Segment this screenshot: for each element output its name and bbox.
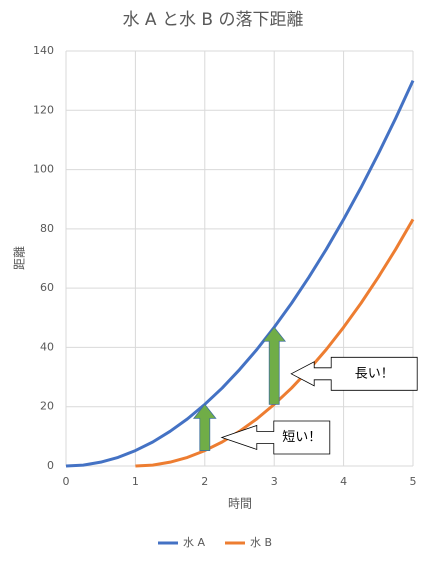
y-tick-label: 40: [40, 340, 54, 353]
callout-text: 短い！: [282, 430, 321, 445]
y-tick-label: 60: [40, 281, 54, 294]
y-tick-label: 0: [47, 459, 54, 472]
x-tick-label: 1: [132, 475, 139, 488]
series-line: [65, 80, 415, 468]
y-tick-label: 140: [33, 44, 54, 57]
x-axis-title: 時間: [228, 497, 252, 511]
x-tick-label: 3: [271, 475, 278, 488]
y-tick-label: 120: [33, 103, 54, 116]
x-tick-label: 2: [201, 475, 208, 488]
callout-text: 長い！: [355, 366, 394, 381]
legend-label: 水 A: [183, 536, 205, 549]
legend-label: 水 B: [250, 536, 272, 549]
difference-arrow: [192, 403, 217, 451]
callout: [220, 420, 331, 455]
y-tick-label: 20: [40, 400, 54, 413]
x-tick-label: 5: [410, 475, 417, 488]
x-tick-label: 4: [340, 475, 347, 488]
y-tick-label: 80: [40, 222, 54, 235]
chart-title: 水 A と水 B の落下距離: [123, 10, 304, 30]
y-tick-label: 100: [33, 163, 54, 176]
x-tick-label: 0: [63, 475, 70, 488]
y-axis-title: 距離: [13, 246, 27, 270]
callout: [290, 356, 418, 391]
difference-arrow: [262, 326, 287, 405]
